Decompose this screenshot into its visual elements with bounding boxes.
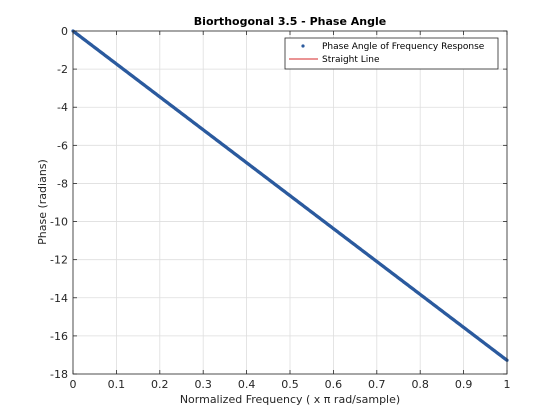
x-tick-label: 0.2 (151, 378, 169, 391)
chart-title: Biorthogonal 3.5 - Phase Angle (194, 15, 386, 28)
x-tick-label: 0 (70, 378, 77, 391)
legend-points-marker (301, 44, 305, 48)
y-tick-label: -10 (50, 216, 68, 229)
phase-points-series (71, 29, 509, 362)
y-tick-label: -18 (50, 368, 68, 381)
legend-label: Phase Angle of Frequency Response (322, 42, 485, 52)
y-tick-label: 0 (61, 25, 68, 38)
y-axis-label: Phase (radians) (36, 159, 49, 245)
y-tick-label: -6 (57, 139, 68, 152)
x-tick-label: 0.6 (325, 378, 343, 391)
x-tick-label: 0.3 (194, 378, 212, 391)
x-axis-label: Normalized Frequency ( x π rad/sample) (180, 393, 400, 406)
legend-label: Straight Line (322, 55, 380, 65)
y-tick-label: -4 (57, 101, 68, 114)
x-tick-label: 0.9 (455, 378, 473, 391)
y-tick-label: -2 (57, 63, 68, 76)
x-tick-label: 0.1 (108, 378, 126, 391)
y-tick-label: -14 (50, 292, 68, 305)
y-tick-label: -16 (50, 330, 68, 343)
legend-box (284, 37, 499, 70)
y-tick-label: -12 (50, 254, 68, 267)
ticks: 0 0.1 0.2 0.3 0.4 0.5 0.6 0.7 0.8 0.9 1 0 -2 -4 -6 -8 -1… (50, 25, 510, 391)
x-tick-label: 0.4 (238, 378, 256, 391)
legend: Phase Angle of Frequency Response Straigh… (284, 37, 499, 70)
x-tick-label: 0.8 (411, 378, 429, 391)
x-tick-label: 1 (504, 378, 511, 391)
y-tick-label: -8 (57, 177, 68, 190)
x-tick-label: 0.5 (281, 378, 299, 391)
series-layer (71, 29, 509, 362)
x-tick-label: 0.7 (368, 378, 386, 391)
